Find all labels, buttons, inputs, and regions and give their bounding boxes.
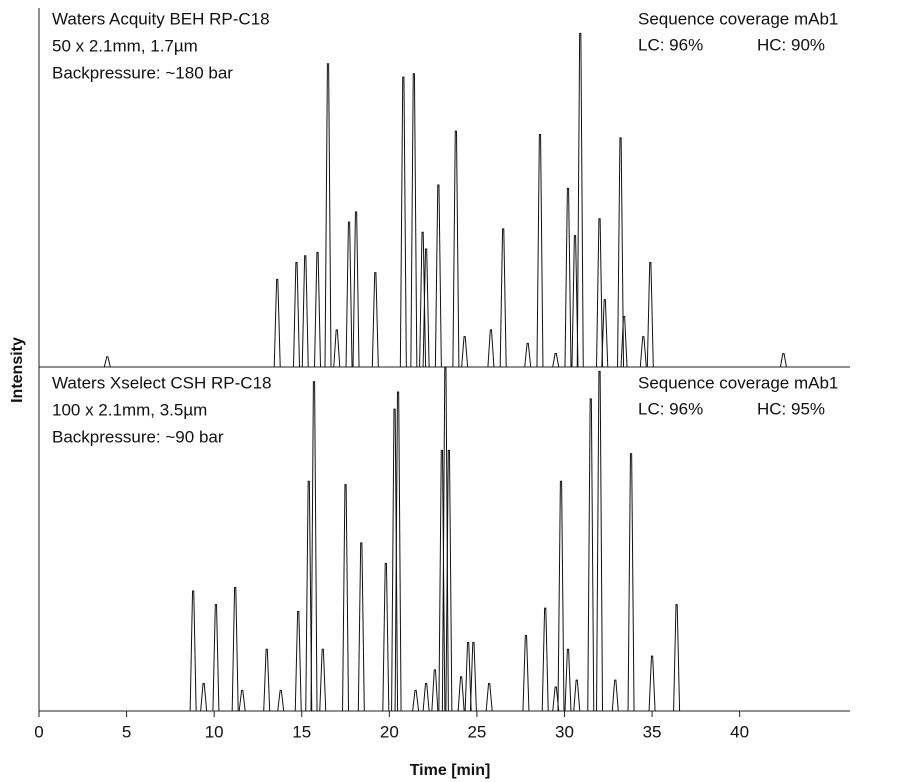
x-tick-label: 20: [380, 722, 399, 741]
peak: [487, 329, 495, 368]
x-tick-label: 10: [205, 722, 224, 741]
peak: [273, 278, 281, 368]
coverage-lc: LC: 96%: [638, 399, 703, 418]
peak: [617, 137, 625, 368]
peak: [277, 689, 285, 712]
x-axis-label: Time [min]: [410, 762, 491, 779]
peak: [779, 353, 787, 368]
peak: [648, 655, 656, 712]
x-tick-label: 15: [292, 722, 311, 741]
x-tick-label: 35: [643, 722, 662, 741]
peak: [399, 76, 407, 368]
annotation: Backpressure: ~180 bar: [52, 63, 233, 82]
peak: [103, 356, 111, 368]
peak: [342, 484, 350, 712]
x-tick-label: 25: [467, 722, 486, 741]
peak: [646, 262, 654, 368]
peak: [231, 587, 239, 712]
peak: [571, 235, 579, 368]
peak: [324, 63, 332, 368]
peak: [469, 641, 477, 712]
peak: [639, 336, 647, 368]
coverage-title: Sequence coverage mAb1: [638, 9, 838, 28]
annotation: 50 x 2.1mm, 1.7µm: [52, 36, 198, 55]
peak: [422, 248, 430, 368]
peak: [524, 342, 532, 368]
peak: [564, 187, 572, 368]
x-tick-label: 0: [34, 722, 43, 741]
peak: [596, 218, 604, 368]
peak: [431, 669, 439, 712]
peak: [238, 689, 246, 712]
peak: [464, 641, 472, 712]
peak: [410, 73, 418, 368]
annotation: 100 x 2.1mm, 3.5µm: [52, 400, 207, 419]
coverage-lc: LC: 96%: [638, 35, 703, 54]
peak: [382, 563, 390, 712]
peak: [587, 398, 595, 712]
peak: [263, 648, 271, 712]
x-tick-label: 30: [555, 722, 574, 741]
x-tick-label: 5: [122, 722, 131, 741]
peak: [352, 211, 360, 368]
peak: [536, 133, 544, 368]
peak: [552, 686, 560, 712]
peak: [294, 611, 302, 712]
peak: [596, 370, 604, 712]
peak: [627, 453, 635, 712]
peak: [434, 184, 442, 368]
peak: [522, 635, 530, 712]
peak: [310, 381, 318, 712]
peak: [445, 449, 453, 712]
peak: [499, 228, 507, 368]
peak: [301, 255, 309, 368]
peak: [333, 329, 341, 368]
coverage-hc: HC: 90%: [757, 35, 825, 54]
peak: [557, 480, 565, 712]
peak: [457, 676, 465, 712]
peak: [576, 32, 584, 368]
peak: [452, 130, 460, 368]
peak: [573, 679, 581, 712]
peak: [541, 607, 549, 712]
coverage-hc: HC: 95%: [757, 399, 825, 418]
peak: [305, 480, 313, 712]
peak: [552, 353, 560, 368]
peak: [564, 648, 572, 712]
peak: [620, 315, 628, 368]
peak: [461, 336, 469, 368]
peak: [611, 679, 619, 712]
peak: [314, 251, 322, 368]
peak: [200, 683, 208, 712]
peak: [601, 299, 609, 368]
peak: [319, 648, 327, 712]
coverage-title: Sequence coverage mAb1: [638, 373, 838, 392]
peak: [485, 683, 493, 712]
peak: [371, 272, 379, 368]
peak: [422, 683, 430, 712]
x-tick-label: 40: [730, 722, 749, 741]
peak: [292, 262, 300, 368]
peak: [412, 689, 420, 712]
peak: [394, 391, 402, 712]
peak: [212, 604, 220, 712]
peak: [345, 221, 353, 368]
annotation: Waters Acquity BEH RP-C18: [52, 9, 270, 28]
peak: [673, 604, 681, 712]
y-axis-label: Intensity: [9, 337, 26, 403]
annotation: Waters Xselect CSH RP-C18: [52, 373, 271, 392]
peak: [357, 542, 365, 712]
peak: [189, 590, 197, 712]
annotation: Backpressure: ~90 bar: [52, 427, 224, 446]
